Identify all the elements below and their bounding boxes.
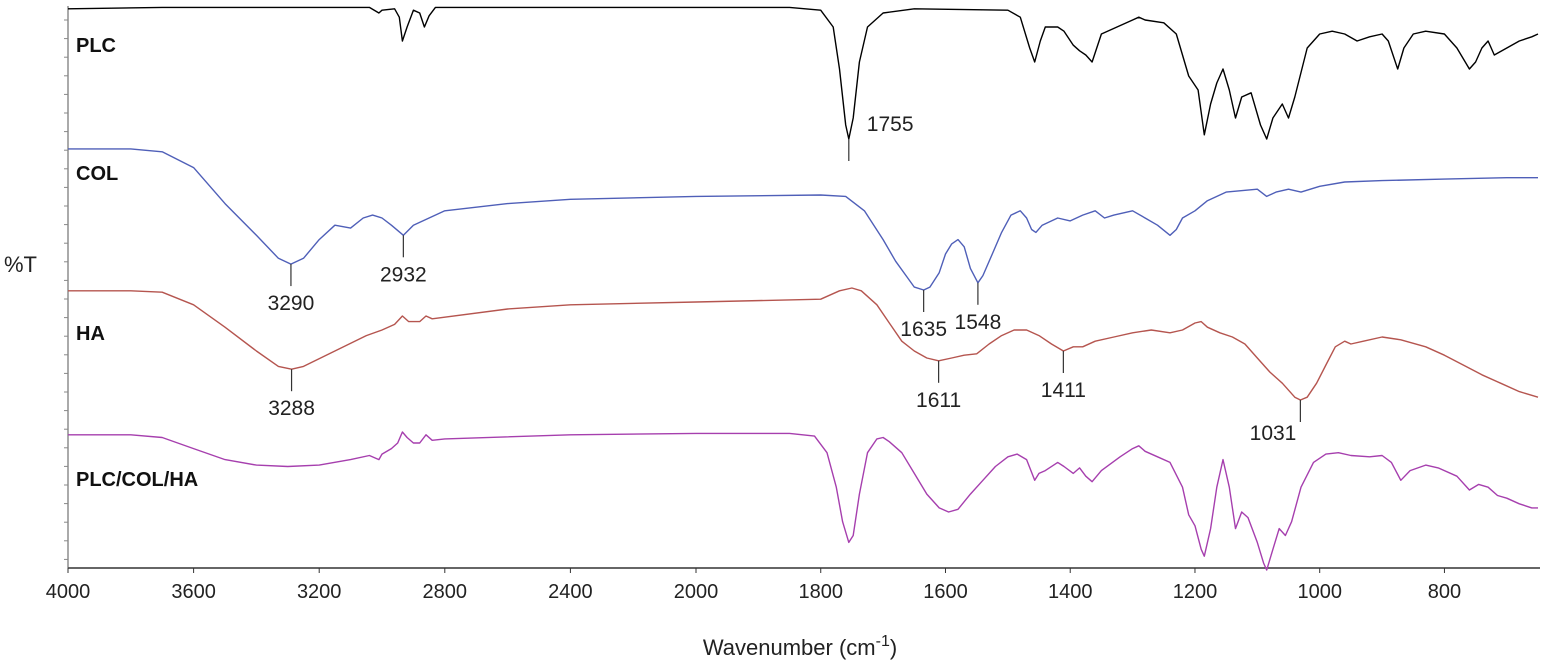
spectra [67, 6, 1539, 571]
series-label: COL [76, 163, 118, 185]
y-axis-title: %T [4, 252, 37, 277]
x-tick-label: 2800 [423, 581, 468, 603]
series-line [68, 431, 1538, 571]
series-line [68, 287, 1539, 401]
series-label: HA [76, 323, 105, 345]
peak-label: 2932 [380, 263, 427, 286]
peak-label: 1611 [916, 389, 961, 412]
peak-label: 1548 [955, 311, 1002, 334]
peak-label: 1411 [1041, 379, 1086, 402]
y-axis-ticks [64, 19, 68, 560]
peak-label: 1031 [1250, 422, 1297, 445]
x-tick-label: 1600 [923, 581, 968, 603]
peak-label: 3288 [268, 397, 315, 420]
x-tick-label: 3600 [171, 581, 216, 603]
x-tick-label: 2000 [674, 581, 719, 603]
x-tick-label: 1000 [1297, 581, 1342, 603]
x-tick-label: 2400 [548, 581, 593, 603]
x-tick-label: 4000 [46, 581, 91, 603]
x-tick-label: 1200 [1173, 581, 1218, 603]
peak-label: 1755 [867, 113, 914, 136]
series-line [67, 6, 1539, 140]
x-tick-label: 1800 [798, 581, 843, 603]
series-line [68, 148, 1538, 291]
x-axis-ticks: 4000 3600 3200 2800 2400 2000 1800 1600 1400 1200… [46, 568, 1461, 603]
peak-label: 1635 [900, 318, 947, 341]
x-axis-title-close: ) [890, 635, 897, 660]
x-axis-title-superscript: -1 [876, 633, 890, 650]
series-label: PLC/COL/HA [76, 469, 198, 491]
x-tick-label: 800 [1428, 581, 1461, 603]
x-axis-title-text: Wavenumber (cm [703, 635, 876, 660]
x-tick-label: 3200 [297, 581, 342, 603]
x-axis-title: Wavenumber (cm-1) [703, 633, 897, 660]
peak-label: 3290 [268, 292, 315, 315]
peak-annotations: 1755 3290 2932 1635 1548 3288 1611 1411 1031 [268, 113, 1301, 445]
series-label: PLC [76, 35, 116, 57]
series-labels: PLC COL HA PLC/COL/HA [76, 35, 198, 491]
x-tick-label: 1400 [1048, 581, 1093, 603]
